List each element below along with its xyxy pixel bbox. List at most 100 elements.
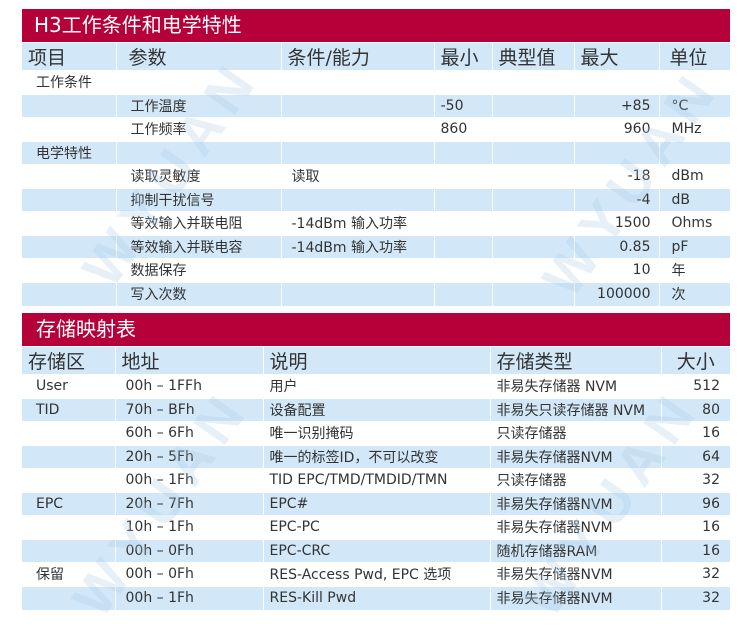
memory-addr: 20h – 7Fh: [114, 492, 263, 516]
memory-row: 20h – 5Fh 唯一的标签ID，不可以改变 非易失存储器NVM 64: [22, 445, 730, 469]
spec-header-min: 最小: [433, 42, 492, 71]
memory-row: 00h – 1Fh RES-Kill Pwd 非易失存储器NVM 32: [22, 586, 730, 610]
spec-min: [433, 141, 492, 165]
spec-max: -4: [573, 188, 659, 212]
spec-param: 等效输入并联电阻: [115, 211, 281, 235]
spec-max: 960: [573, 117, 659, 141]
memory-size: 32: [660, 586, 730, 610]
memory-size: 16: [660, 539, 730, 563]
spec-min: [433, 211, 492, 235]
spec-unit: [658, 70, 730, 94]
spec-title: H3工作条件和电学特性: [22, 9, 730, 42]
spec-cond: [280, 70, 434, 94]
memory-addr: 00h – 0Fh: [114, 562, 263, 586]
spec-header-cond: 条件/能力: [280, 42, 434, 71]
spec-typ: [491, 258, 574, 282]
spec-param: 数据保存: [115, 258, 281, 282]
spec-section: H3工作条件和电学特性 项目 参数 条件/能力 最小 典型值 最大 单位 工作条…: [22, 9, 730, 306]
memory-type: 只读存储器: [489, 468, 661, 492]
memory-desc: 唯一识别掩码: [262, 421, 490, 445]
spec-item: [22, 211, 116, 235]
spec-row: 读取灵敏度 读取 -18 dBm: [22, 164, 730, 188]
memory-addr: 00h – 1Fh: [114, 468, 263, 492]
spec-typ: [491, 211, 574, 235]
spec-cond: [280, 94, 434, 118]
memory-size: 64: [660, 445, 730, 469]
spec-typ: [491, 117, 574, 141]
spec-min: [433, 282, 492, 306]
memory-desc: 设备配置: [262, 398, 490, 422]
spec-item: [22, 258, 116, 282]
memory-type: 非易失只读存储器 NVM: [489, 398, 661, 422]
spec-typ: [491, 188, 574, 212]
memory-area: [22, 445, 115, 469]
spec-item: [22, 188, 116, 212]
memory-size: 32: [660, 468, 730, 492]
memory-area: EPC: [22, 492, 115, 516]
memory-size: 512: [660, 374, 730, 398]
spec-param: 等效输入并联电容: [115, 235, 281, 259]
spec-row: 等效输入并联电阻 -14dBm 输入功率 1500 Ohms: [22, 211, 730, 235]
spec-header-item: 项目: [22, 42, 116, 71]
spec-min: [433, 70, 492, 94]
spec-param: 读取灵敏度: [115, 164, 281, 188]
memory-area: [22, 515, 115, 539]
spec-row: 抑制干扰信号 -4 dB: [22, 188, 730, 212]
memory-header-type: 存储类型: [489, 346, 661, 375]
spec-row: 电学特性: [22, 141, 730, 165]
spec-header-unit: 单位: [658, 42, 730, 71]
memory-area: TID: [22, 398, 115, 422]
memory-header-area: 存储区: [22, 346, 115, 375]
spec-unit: °C: [658, 94, 730, 118]
memory-type: 随机存储器RAM: [489, 539, 661, 563]
memory-desc: RES-Kill Pwd: [262, 586, 490, 610]
memory-type: 非易失存储器NVM: [489, 515, 661, 539]
memory-addr: 00h – 1FFh: [114, 374, 263, 398]
spec-cond: [280, 282, 434, 306]
memory-desc: RES-Access Pwd, EPC 选项: [262, 562, 490, 586]
spec-item: [22, 282, 116, 306]
memory-header-row: 存储区 地址 说明 存储类型 大小: [22, 346, 730, 375]
spec-row: 数据保存 10 年: [22, 258, 730, 282]
spec-row: 工作温度 -50 +85 °C: [22, 94, 730, 118]
spec-cond: 读取: [280, 164, 434, 188]
spec-table: 项目 参数 条件/能力 最小 典型值 最大 单位 工作条件 工作温度 -50 +85 °…: [22, 42, 730, 306]
spec-header-row: 项目 参数 条件/能力 最小 典型值 最大 单位: [22, 42, 730, 71]
memory-row: 00h – 1Fh TID EPC/TMD/TMDID/TMN 只读存储器 32: [22, 468, 730, 492]
memory-row: EPC 20h – 7Fh EPC# 非易失存储器NVM 96: [22, 492, 730, 516]
memory-row: 60h – 6Fh 唯一识别掩码 只读存储器 16: [22, 421, 730, 445]
memory-area: [22, 468, 115, 492]
memory-area: [22, 586, 115, 610]
memory-type: 只读存储器: [489, 421, 661, 445]
memory-addr: 00h – 0Fh: [114, 539, 263, 563]
spec-unit: pF: [658, 235, 730, 259]
spec-max: [573, 70, 659, 94]
memory-area: [22, 539, 115, 563]
memory-row: 00h – 0Fh EPC-CRC 随机存储器RAM 16: [22, 539, 730, 563]
spec-unit: [658, 141, 730, 165]
memory-row: User 00h – 1FFh 用户 非易失存储器 NVM 512: [22, 374, 730, 398]
memory-desc: 唯一的标签ID，不可以改变: [262, 445, 490, 469]
spec-max: 10: [573, 258, 659, 282]
spec-unit: dBm: [658, 164, 730, 188]
spec-max: -18: [573, 164, 659, 188]
spec-min: 860: [433, 117, 492, 141]
spec-cond: -14dBm 输入功率: [280, 235, 434, 259]
memory-header-desc: 说明: [262, 346, 490, 375]
memory-addr: 00h – 1Fh: [114, 586, 263, 610]
memory-area: User: [22, 374, 115, 398]
memory-type: 非易失存储器NVM: [489, 492, 661, 516]
spec-item: [22, 164, 116, 188]
spec-unit: 年: [658, 258, 730, 282]
spec-header-param: 参数: [115, 42, 281, 71]
memory-type: 非易失存储器NVM: [489, 562, 661, 586]
spec-max: 100000: [573, 282, 659, 306]
spec-typ: [491, 235, 574, 259]
memory-title: 存储映射表: [22, 313, 730, 346]
spec-header-max: 最大: [573, 42, 659, 71]
spec-cond: [280, 117, 434, 141]
spec-item: [22, 235, 116, 259]
memory-area: [22, 421, 115, 445]
spec-typ: [491, 94, 574, 118]
memory-row: TID 70h – BFh 设备配置 非易失只读存储器 NVM 80: [22, 398, 730, 422]
